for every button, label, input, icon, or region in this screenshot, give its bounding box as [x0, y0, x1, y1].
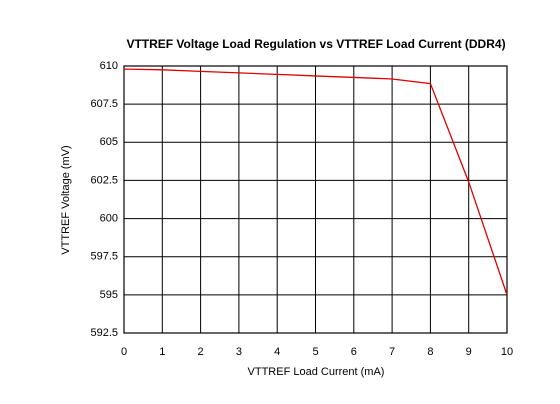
- x-tick-label: 6: [351, 346, 357, 358]
- y-tick-label: 607.5: [90, 98, 118, 110]
- y-axis-label: VTTREF Voltage (mV): [60, 145, 72, 254]
- y-tick-label: 595: [100, 289, 118, 301]
- x-axis-label: VTTREF Load Current (mA): [248, 366, 385, 378]
- x-tick-label: 10: [501, 346, 513, 358]
- y-tick-label: 597.5: [90, 251, 118, 263]
- x-tick-label: 2: [198, 346, 204, 358]
- x-tick-label: 4: [274, 346, 280, 358]
- x-tick-label: 5: [312, 346, 318, 358]
- x-tick-label: 3: [236, 346, 242, 358]
- y-tick-label: 600: [100, 212, 118, 224]
- y-tick-label: 592.5: [90, 327, 118, 339]
- x-tick-label: 8: [427, 346, 433, 358]
- y-tick-label: 605: [100, 136, 118, 148]
- y-tick-label: 610: [100, 60, 118, 72]
- plot-border: [123, 65, 508, 334]
- x-tick-label: 0: [121, 346, 127, 358]
- data-line: [123, 68, 508, 296]
- y-tick-label: 602.5: [90, 174, 118, 186]
- x-tick-label: 1: [159, 346, 165, 358]
- x-tick-label: 7: [389, 346, 395, 358]
- chart-title: VTTREF Voltage Load Regulation vs VTTREF…: [126, 37, 505, 51]
- x-tick-label: 9: [466, 346, 472, 358]
